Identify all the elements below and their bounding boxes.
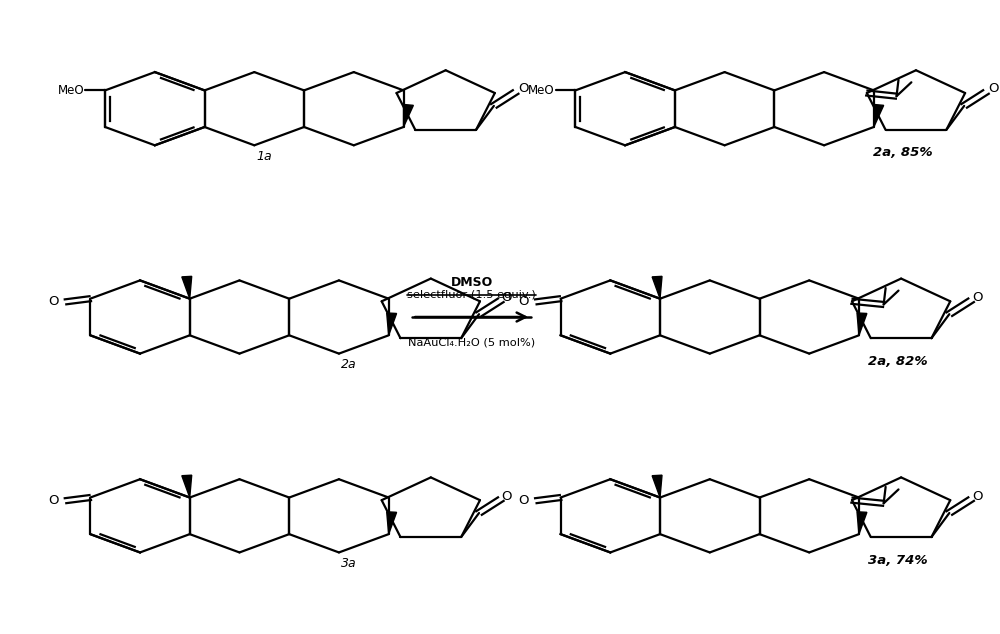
Text: O: O bbox=[48, 494, 59, 507]
Text: O: O bbox=[972, 291, 982, 304]
Polygon shape bbox=[387, 313, 397, 335]
Text: 3a: 3a bbox=[341, 557, 357, 570]
Polygon shape bbox=[404, 105, 413, 127]
Text: selectfluor (1.5 equiv.): selectfluor (1.5 equiv.) bbox=[407, 290, 536, 300]
Polygon shape bbox=[182, 276, 192, 299]
Polygon shape bbox=[182, 475, 192, 498]
Text: O: O bbox=[972, 490, 982, 503]
Text: 2a, 85%: 2a, 85% bbox=[873, 146, 932, 159]
Text: 1a: 1a bbox=[256, 150, 272, 162]
Polygon shape bbox=[652, 276, 662, 299]
Text: 3a, 74%: 3a, 74% bbox=[868, 553, 927, 567]
Polygon shape bbox=[857, 313, 867, 335]
Text: 2a, 82%: 2a, 82% bbox=[868, 354, 927, 368]
Text: NaAuCl₄.H₂O (5 mol%): NaAuCl₄.H₂O (5 mol%) bbox=[408, 337, 535, 347]
Text: DMSO: DMSO bbox=[451, 276, 493, 288]
Polygon shape bbox=[652, 475, 662, 498]
Text: O: O bbox=[501, 291, 512, 304]
Polygon shape bbox=[857, 512, 867, 534]
Polygon shape bbox=[874, 105, 884, 127]
Text: MeO: MeO bbox=[528, 84, 555, 97]
Text: O: O bbox=[519, 295, 529, 308]
Text: 2a: 2a bbox=[341, 358, 357, 371]
Text: O: O bbox=[518, 82, 529, 94]
Polygon shape bbox=[387, 512, 397, 534]
Text: O: O bbox=[48, 295, 59, 308]
Text: O: O bbox=[989, 82, 999, 94]
Text: O: O bbox=[501, 490, 512, 503]
Text: O: O bbox=[519, 494, 529, 507]
Text: MeO: MeO bbox=[58, 84, 84, 97]
